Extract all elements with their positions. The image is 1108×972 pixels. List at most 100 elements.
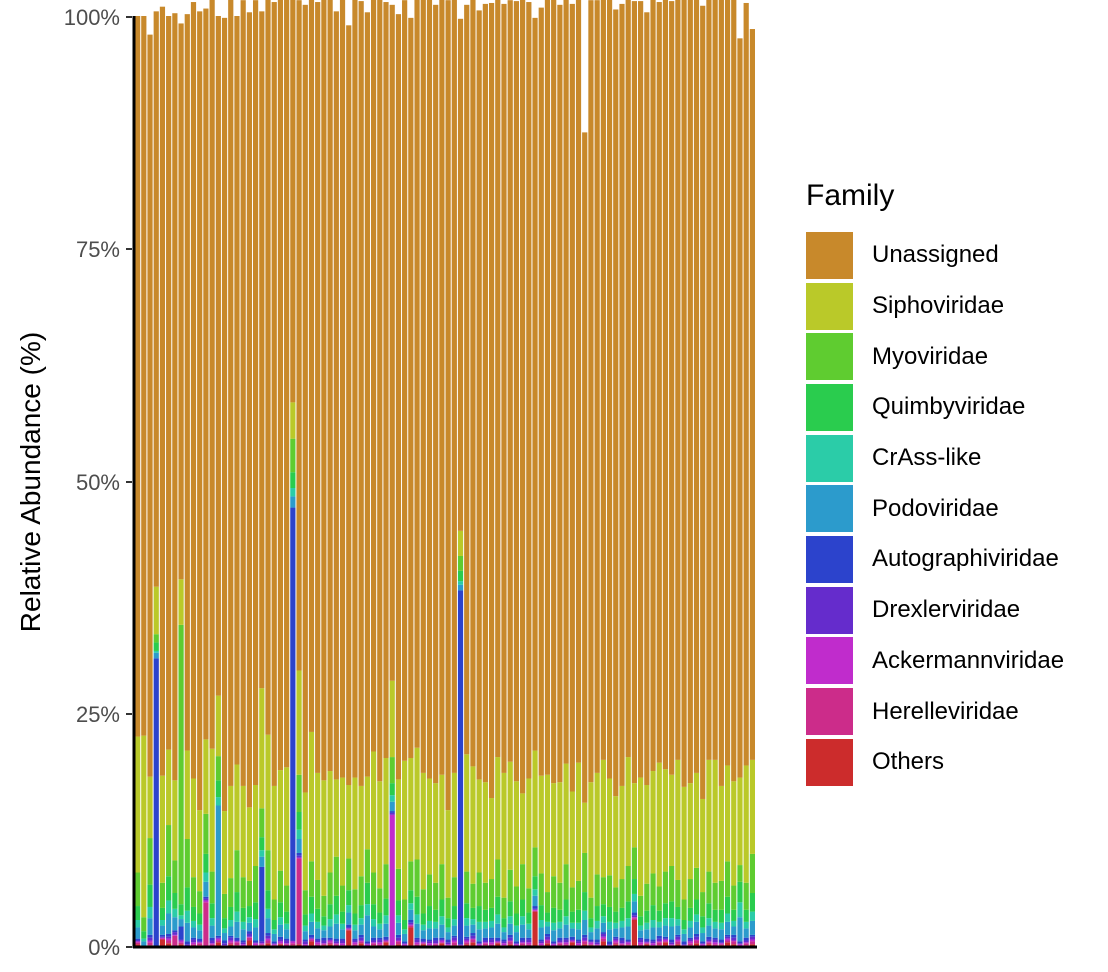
bar-segment	[395, 934, 402, 938]
bar-segment	[557, 942, 563, 944]
bar-segment	[234, 764, 240, 851]
bar-segment	[159, 907, 166, 920]
bar-segment	[575, 922, 582, 930]
bar-segment	[178, 942, 184, 945]
bar-segment	[178, 939, 184, 941]
bar-segment	[693, 940, 700, 944]
bar-segment	[582, 802, 588, 853]
bar-segment	[526, 912, 532, 924]
legend-label: Autographiviridae	[872, 545, 1059, 573]
bar-segment	[172, 860, 178, 893]
bar-segment	[687, 943, 693, 946]
bar-segment	[569, 928, 575, 937]
bar-segment	[315, 942, 321, 945]
bar-segment	[662, 941, 669, 943]
bar-segment	[308, 913, 315, 922]
bar-segment	[594, 944, 600, 946]
bar-segment	[166, 938, 172, 941]
bar-segment	[159, 775, 166, 883]
bar-segment	[551, 930, 557, 942]
bar-segment	[426, 943, 433, 946]
bar-segment	[308, 938, 315, 940]
bar-segment	[594, 906, 600, 921]
bar-segment	[439, 942, 445, 944]
bar-segment	[693, 867, 700, 900]
bar-segment	[569, 936, 575, 940]
bar-segment	[669, 774, 675, 866]
bar-segment	[693, 772, 700, 868]
bar-segment	[588, 927, 594, 933]
bar-segment	[631, 893, 638, 902]
bar-segment	[383, 915, 389, 924]
bar-segment	[420, 772, 426, 890]
bar-segment	[594, 939, 600, 943]
bar-segment	[420, 913, 426, 925]
bar-segment	[284, 923, 290, 930]
bar-segment	[575, 941, 582, 944]
bar-segment	[687, 879, 693, 908]
bar-segment	[141, 938, 147, 942]
bar-segment	[420, 0, 426, 773]
bar-segment	[383, 898, 389, 916]
bar-segment	[302, 944, 308, 947]
bar-segment	[718, 0, 724, 786]
bar-segment	[482, 942, 488, 944]
bar-segment	[495, 757, 501, 860]
bar-segment	[638, 1, 644, 778]
bar-segment	[582, 920, 588, 935]
bar-segment	[588, 941, 594, 943]
bar-segment	[333, 779, 339, 857]
bar-segment	[464, 918, 470, 926]
bar-segment	[252, 940, 259, 943]
bar-segment	[358, 940, 364, 942]
bar-segment	[687, 939, 693, 942]
bar-segment	[520, 864, 526, 900]
bar-segment	[631, 783, 638, 848]
bar-segment	[724, 0, 731, 766]
bar-segment	[135, 920, 141, 928]
bar-segment	[252, 942, 259, 944]
bar-segment	[619, 943, 625, 945]
bar-segment	[600, 932, 606, 934]
legend: Family Unassigned Siphoviridae Myoviridae Q…	[806, 178, 1064, 788]
bar-segment	[495, 0, 501, 758]
bar-segment	[265, 933, 271, 936]
bar-segment	[631, 1, 638, 784]
bar-segment	[346, 905, 352, 913]
legend-item: Others	[806, 737, 1064, 788]
bar-segment	[308, 921, 315, 935]
bar-segment	[184, 887, 190, 911]
bar-segment	[259, 837, 265, 851]
bar-segment	[346, 25, 352, 786]
bar-segment	[749, 759, 755, 854]
bar-segment	[445, 942, 451, 945]
legend-label: Ackermannviridae	[872, 646, 1065, 674]
bar-segment	[277, 943, 284, 945]
bar-segment	[246, 937, 252, 941]
bar-segment	[240, 929, 246, 941]
bar-segment	[252, 866, 259, 903]
legend-swatch	[806, 637, 853, 685]
bar-segment	[613, 796, 619, 888]
bar-segment	[346, 912, 352, 925]
bar-segment	[737, 881, 743, 903]
legend-swatch	[806, 434, 853, 482]
bar-segment	[190, 937, 197, 940]
bar-segment	[712, 939, 718, 943]
bar-segment	[159, 920, 166, 926]
bar-segment	[228, 937, 234, 941]
bar-segment	[557, 921, 563, 929]
bar-segment	[364, 882, 370, 905]
bar-segment	[501, 943, 507, 946]
bar-segment	[327, 937, 333, 940]
bar-segment	[532, 910, 538, 912]
bar-segment	[203, 739, 209, 814]
bar-segment	[178, 919, 184, 927]
bar-segment	[259, 943, 265, 945]
bar-segment	[569, 791, 575, 888]
bar-segment	[482, 909, 488, 922]
bar-segment	[178, 579, 184, 625]
bar-segment	[327, 939, 333, 941]
bar-segment	[656, 942, 662, 946]
bar-segment	[426, 778, 433, 875]
